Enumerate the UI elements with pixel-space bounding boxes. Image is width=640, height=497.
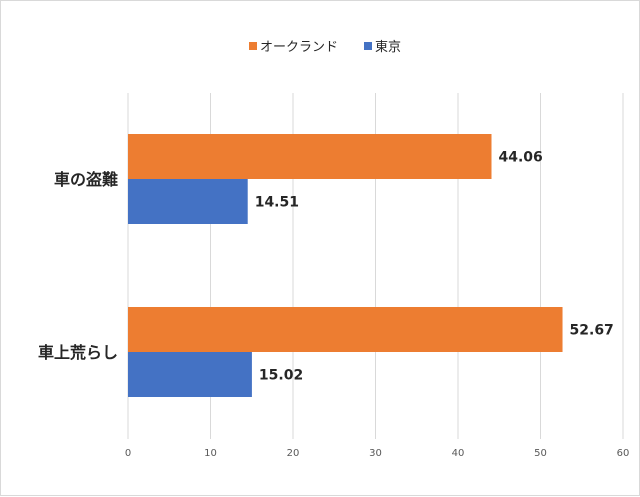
x-tick-label: 40 <box>452 448 465 459</box>
x-tick-label: 50 <box>534 448 547 459</box>
x-tick-label: 30 <box>369 448 382 459</box>
x-tick-label: 60 <box>617 448 630 459</box>
data-label: 15.02 <box>259 368 303 384</box>
category-label: 車上荒らし <box>38 343 118 362</box>
bars: 44.06 14.51 52.67 15.02 <box>128 134 614 397</box>
x-tick-label: 0 <box>125 448 131 459</box>
x-tick-label: 20 <box>287 448 300 459</box>
legend-label: 東京 <box>375 39 401 55</box>
bar <box>128 352 252 397</box>
legend: オークランド 東京 <box>249 39 401 55</box>
legend-swatch <box>249 42 257 50</box>
x-axis-tick-labels: 0 10 20 30 40 50 60 <box>125 448 630 459</box>
legend-swatch <box>364 42 372 50</box>
legend-label: オークランド <box>260 40 338 55</box>
bar <box>128 179 248 224</box>
data-label: 44.06 <box>498 150 542 166</box>
x-tick-label: 10 <box>204 448 217 459</box>
category-label: 車の盗難 <box>54 170 118 189</box>
data-label: 14.51 <box>255 195 299 211</box>
bar <box>128 307 563 352</box>
data-label: 52.67 <box>570 323 614 339</box>
bar <box>128 134 492 179</box>
